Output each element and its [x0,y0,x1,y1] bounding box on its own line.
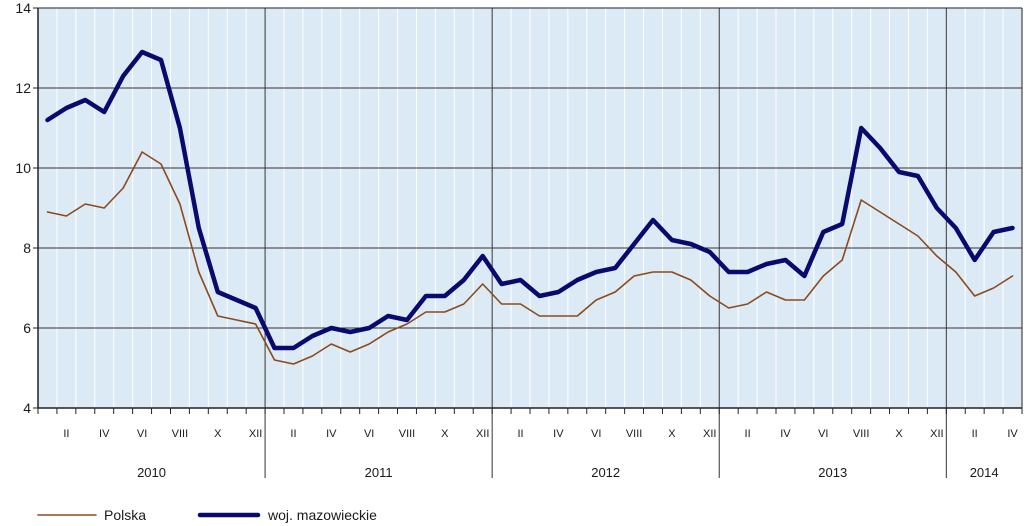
axes [33,7,1023,478]
month-label: XII [930,428,943,440]
month-label: X [895,428,903,440]
month-label: IV [780,428,791,440]
month-label: II [972,428,978,440]
month-label: XII [476,428,489,440]
month-label: VI [818,428,828,440]
y-tick-label: 14 [15,0,31,16]
month-label: VIII [626,428,643,440]
month-label: VI [591,428,601,440]
y-tick-label: 6 [23,320,31,336]
month-label: VIII [853,428,870,440]
month-label: XII [249,428,262,440]
month-label: II [290,428,296,440]
year-label: 2010 [137,465,166,480]
legend-label: Polska [104,507,146,523]
month-label: IV [326,428,337,440]
grid [38,7,1022,409]
month-label: X [668,428,676,440]
y-tick-label: 10 [15,160,31,176]
legend: Polska woj. mazowieckie [37,507,377,523]
month-label: II [517,428,523,440]
month-label: XII [703,428,716,440]
year-label: 2012 [591,465,620,480]
legend-label: woj. mazowieckie [267,507,377,523]
month-label: VI [364,428,374,440]
month-label: X [214,428,222,440]
month-label: II [63,428,69,440]
y-tick-label: 4 [23,400,31,416]
month-label: IV [1007,428,1018,440]
y-tick-label: 8 [23,240,31,256]
y-tick-label: 12 [15,80,31,96]
month-label: VI [137,428,147,440]
series-line-polska [46,151,1014,365]
month-label: VIII [172,428,189,440]
month-label: X [441,428,449,440]
year-label: 2011 [365,465,393,480]
series-lines [45,49,1015,365]
month-label: II [745,428,751,440]
year-label: 2013 [818,465,847,480]
year-label: 2014 [970,465,999,480]
month-label: IV [99,428,110,440]
month-label: VIII [399,428,416,440]
month-label: IV [553,428,564,440]
series-line-mazowieckie [45,49,1015,351]
